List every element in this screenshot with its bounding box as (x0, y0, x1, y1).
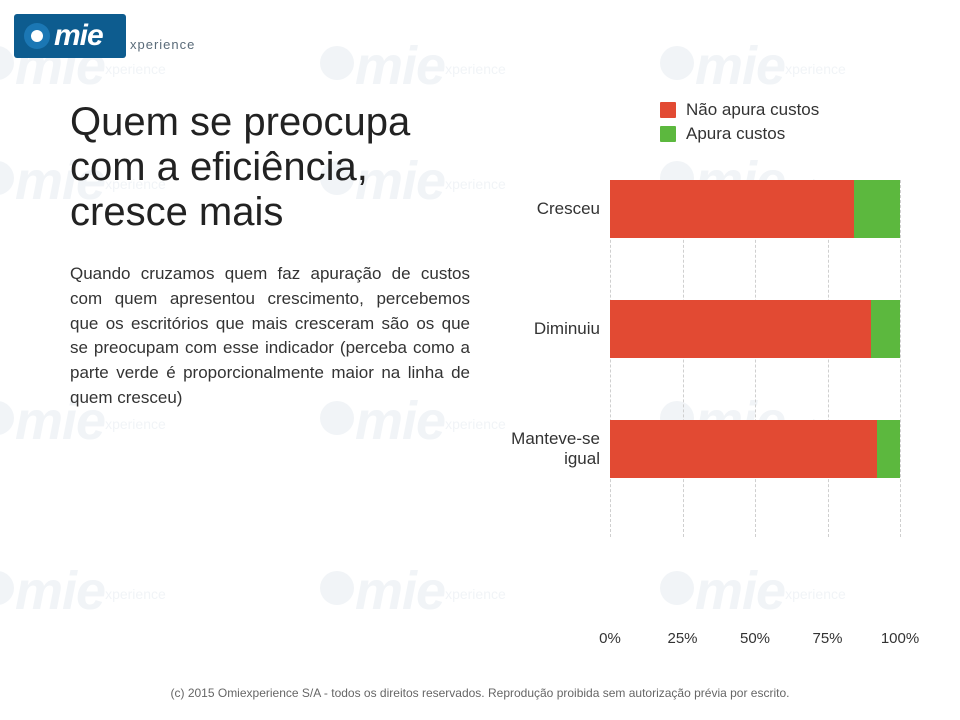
chart-plot: Cresceu Diminuiu Manteve-se igual (610, 180, 900, 538)
chart-category-label: Manteve-se igual (490, 429, 600, 470)
chart-x-tick-label: 25% (667, 630, 697, 647)
logo-text: mie (54, 19, 103, 53)
chart-category-label: Diminuiu (490, 319, 600, 339)
left-column: Quem se preocupa com a eficiência, cresc… (70, 100, 490, 660)
chart-bar-group: Manteve-se igual (610, 420, 900, 478)
chart-legend: Não apura custos Apura custos (660, 100, 819, 148)
chart-x-axis: 0%25%50%75%100% (610, 630, 900, 650)
chart-x-tick-label: 100% (881, 630, 919, 647)
chart-bar-segment (610, 180, 854, 238)
chart-bar-segment (877, 420, 900, 478)
chart-bar-segment (854, 180, 900, 238)
slide-title: Quem se preocupa com a eficiência, cresc… (70, 100, 470, 234)
chart-bar-segment (610, 300, 871, 358)
logo-o-icon (24, 23, 50, 49)
legend-swatch-icon (660, 102, 676, 118)
legend-swatch-icon (660, 126, 676, 142)
chart-bar-group: Cresceu (610, 180, 900, 238)
legend-item: Apura custos (660, 124, 819, 144)
logo-badge: mie (14, 14, 126, 58)
right-column: Não apura custos Apura custos Cresceu Dimi… (490, 100, 930, 660)
chart-x-tick-label: 50% (740, 630, 770, 647)
chart-category-label: Cresceu (490, 199, 600, 219)
watermark-icon: miexperience (320, 35, 506, 97)
slide-body: Quando cruzamos quem faz apuração de cus… (70, 262, 470, 410)
legend-item: Não apura custos (660, 100, 819, 120)
chart-x-tick-label: 0% (599, 630, 621, 647)
chart-bar-group: Diminuiu (610, 300, 900, 358)
chart-bar-segment (610, 420, 877, 478)
slide-content: Quem se preocupa com a eficiência, cresc… (70, 100, 930, 660)
chart: CresceuDiminuiuManteve-se igual 0%25%50%… (490, 180, 930, 538)
watermark-icon: miexperience (660, 35, 846, 97)
copyright-footer: (c) 2015 Omiexperience S/A - todos os di… (0, 686, 960, 700)
brand-logo: mie xperience (14, 14, 195, 58)
logo-subtext: xperience (130, 37, 195, 52)
chart-x-tick-label: 75% (812, 630, 842, 647)
chart-gridline (900, 180, 901, 537)
legend-label: Não apura custos (686, 100, 819, 120)
legend-label: Apura custos (686, 124, 785, 144)
chart-bar-segment (871, 300, 900, 358)
